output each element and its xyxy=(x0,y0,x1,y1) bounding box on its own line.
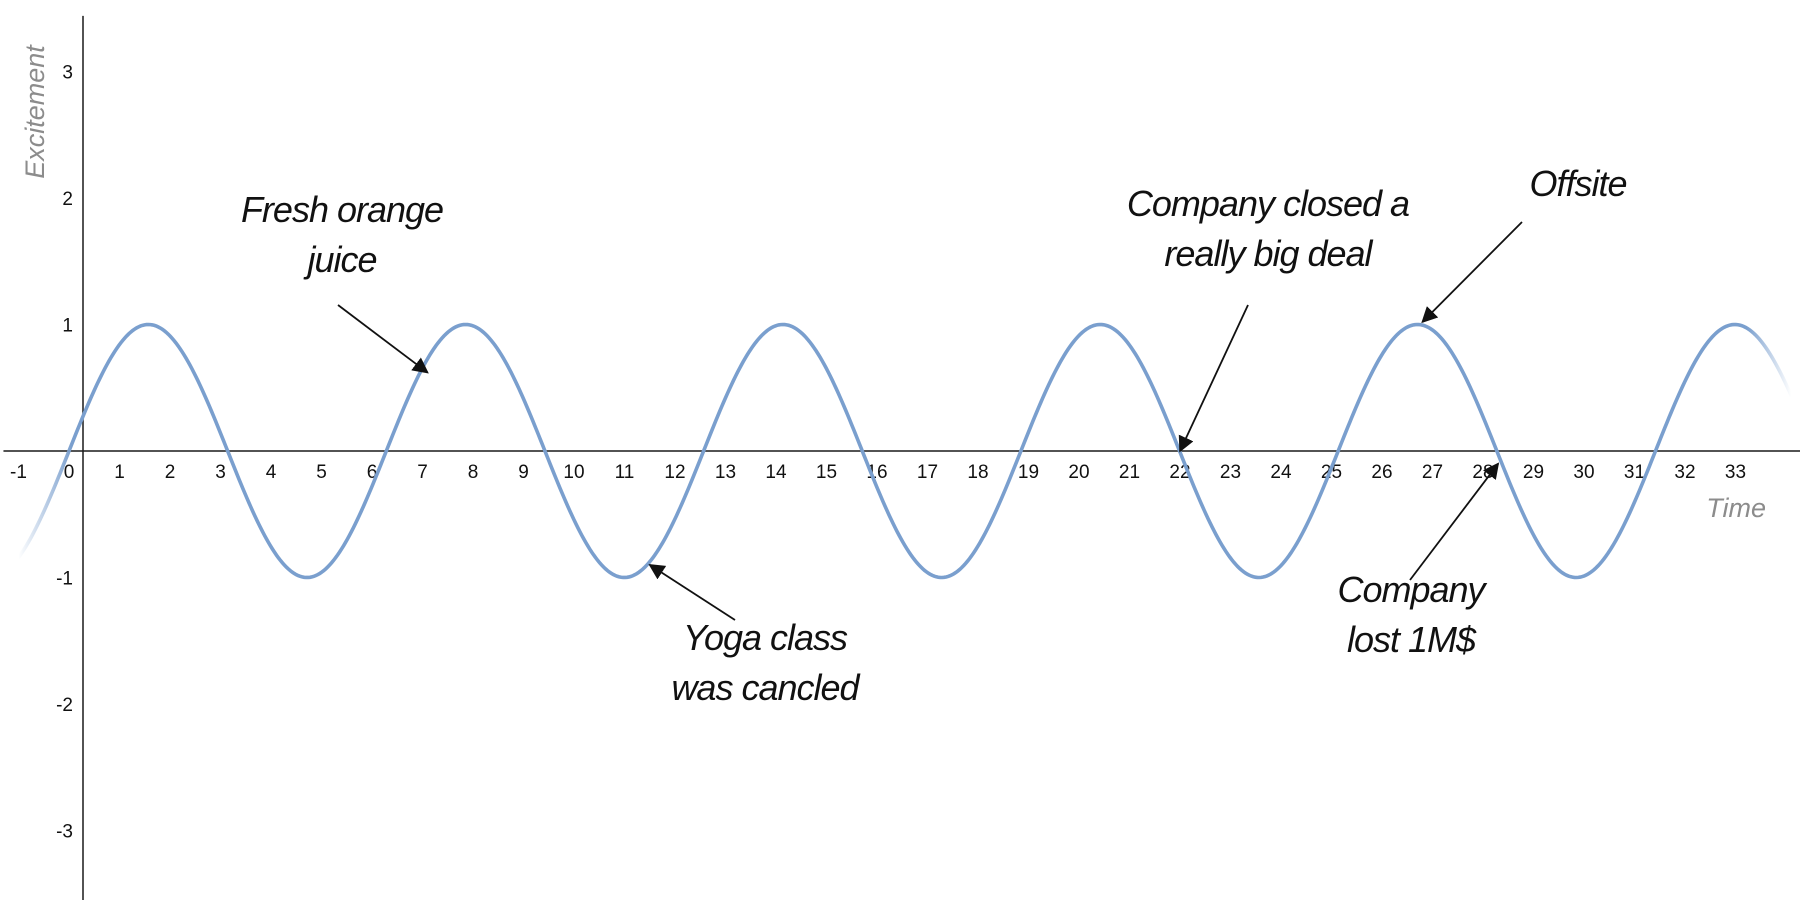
annotation-arrow xyxy=(1409,462,1500,581)
x-tick-label: 10 xyxy=(563,462,584,483)
annotation-arrow xyxy=(337,304,429,374)
x-tick-label: 26 xyxy=(1371,462,1392,483)
x-tick-label: 14 xyxy=(765,462,787,483)
y-tick-label: 1 xyxy=(62,316,73,337)
x-tick-label: 9 xyxy=(518,462,529,483)
y-tick-label: -2 xyxy=(56,695,73,716)
annotation-text: Company closed a xyxy=(1127,183,1409,224)
annotation: Offsite xyxy=(1421,163,1628,324)
x-tick-label: 29 xyxy=(1523,462,1544,483)
x-tick-label: -1 xyxy=(10,462,27,483)
y-tick-label: -1 xyxy=(56,569,73,590)
annotation-text: was cancled xyxy=(671,667,860,708)
x-tick-label: 33 xyxy=(1725,462,1746,483)
x-tick-label: 27 xyxy=(1422,462,1443,483)
annotations: Fresh orange juice Yoga class was cancled Co… xyxy=(241,163,1628,708)
annotation-arrow xyxy=(1178,304,1249,453)
annotation-text: lost 1M$ xyxy=(1347,619,1477,660)
x-tick-label: 8 xyxy=(468,462,479,483)
annotation: Company lost 1M$ xyxy=(1337,462,1500,660)
x-tick-label: 30 xyxy=(1573,462,1594,483)
x-tick-label: 17 xyxy=(917,462,938,483)
y-tick-label: 3 xyxy=(62,63,73,84)
x-tick-label: 12 xyxy=(664,462,685,483)
x-tick-label: 31 xyxy=(1624,462,1645,483)
annotation-text: really big deal xyxy=(1164,233,1373,274)
x-tick-label: 21 xyxy=(1119,462,1140,483)
x-tick-label: 15 xyxy=(816,462,837,483)
y-tick-label: -3 xyxy=(56,822,73,843)
x-tick-label: 19 xyxy=(1018,462,1039,483)
x-tick-label: 2 xyxy=(165,462,176,483)
x-tick-label: 5 xyxy=(316,462,327,483)
x-tick-label: 18 xyxy=(967,462,988,483)
x-tick-label: 4 xyxy=(266,462,277,483)
x-tick-label: 11 xyxy=(615,462,635,483)
y-tick-labels: 3 2 1 -1 -2 -3 xyxy=(56,63,73,843)
x-tick-label: 7 xyxy=(417,462,428,483)
x-tick-label: 1 xyxy=(114,462,125,483)
x-tick-label: 0 xyxy=(64,462,75,483)
series-group xyxy=(16,322,1793,580)
annotation-text: juice xyxy=(302,239,376,280)
annotation: Yoga class was cancled xyxy=(648,563,862,708)
annotation-arrow xyxy=(1421,221,1523,324)
annotation: Fresh orange juice xyxy=(241,189,444,374)
y-tick-label: 2 xyxy=(62,189,73,210)
x-tick-label: 32 xyxy=(1674,462,1695,483)
annotation-arrow xyxy=(648,563,736,621)
x-tick-label: 24 xyxy=(1270,462,1292,483)
x-tick-label: 13 xyxy=(715,462,736,483)
x-axis-title: Time xyxy=(1706,493,1766,523)
annotation-text: Fresh orange xyxy=(241,189,443,230)
x-tick-label: 20 xyxy=(1068,462,1089,483)
annotation: Company closed a really big deal xyxy=(1127,183,1410,453)
annotation-text: Company xyxy=(1337,569,1487,610)
axes xyxy=(3,15,1800,900)
annotation-text: Offsite xyxy=(1529,163,1626,204)
x-tick-label: 3 xyxy=(215,462,226,483)
x-tick-label: 23 xyxy=(1220,462,1241,483)
series-line xyxy=(16,322,1793,580)
x-tick-label: 6 xyxy=(367,462,378,483)
annotation-text: Yoga class xyxy=(683,617,848,658)
y-axis-title: Excitement xyxy=(20,44,50,179)
